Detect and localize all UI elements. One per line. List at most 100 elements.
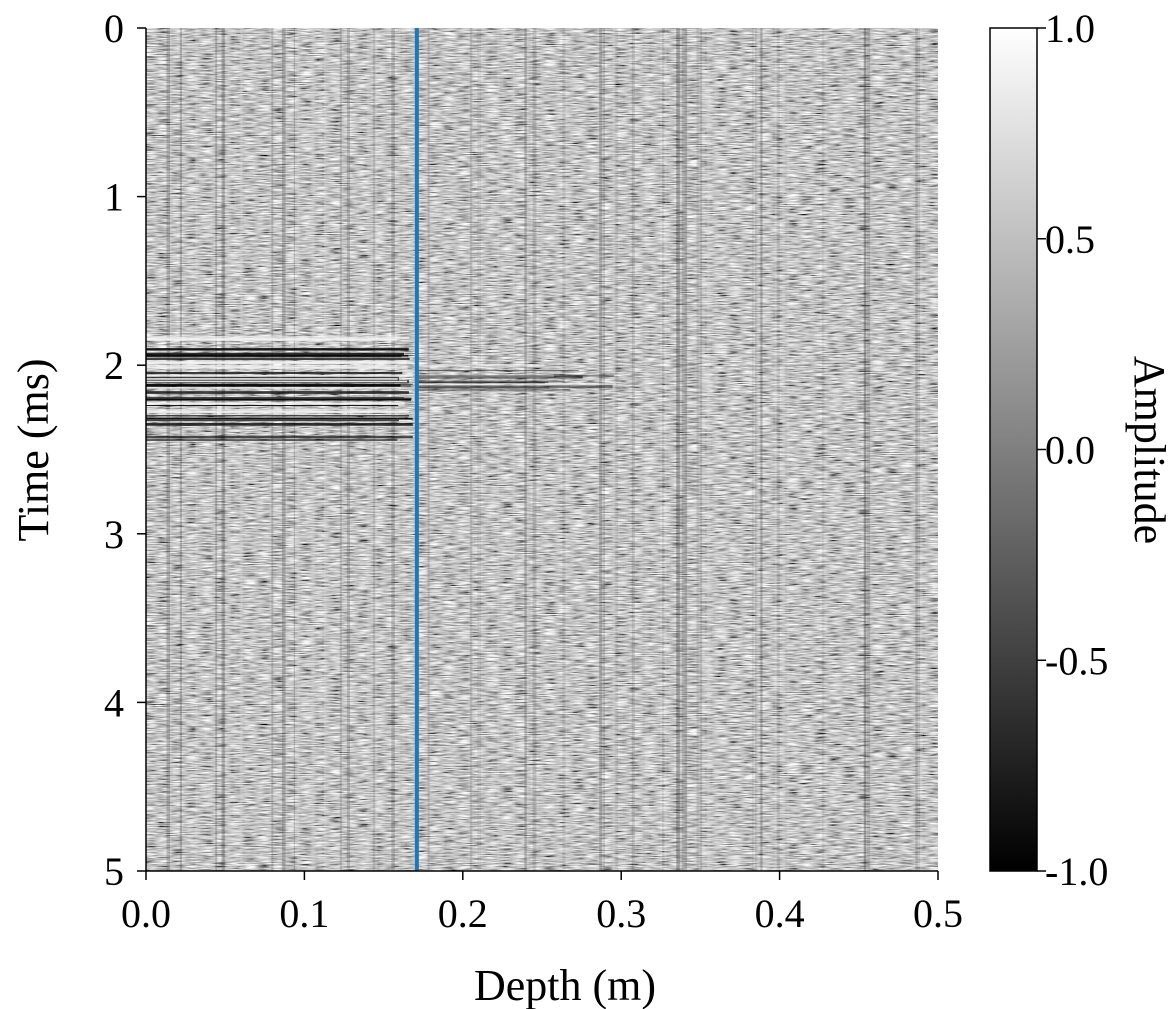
trace-column	[512, 28, 515, 871]
trace-column	[863, 28, 867, 871]
heatmap-plot-area	[146, 28, 938, 871]
trace-column	[632, 28, 636, 871]
x-axis-ticks: 0.0 0.1 0.2 0.3 0.4 0.5	[121, 871, 963, 936]
trace-column	[540, 28, 544, 871]
trace-column	[644, 28, 649, 871]
y-tick-label: 4	[104, 680, 124, 725]
y-tick-label: 1	[104, 175, 124, 220]
trace-column	[676, 28, 681, 871]
trace-column	[664, 28, 667, 871]
trace-column	[821, 28, 825, 871]
y-tick-label: 3	[104, 512, 124, 557]
trace-column	[684, 28, 688, 871]
trace-column	[570, 28, 574, 871]
trace-column	[751, 28, 754, 871]
trace-column	[319, 28, 322, 871]
colorbar: 1.0 0.5 0.0 -0.5 -1.0	[989, 6, 1108, 894]
x-tick-label: 0.4	[755, 891, 805, 936]
trace-column	[619, 28, 623, 871]
trace-column	[613, 28, 616, 871]
trace-column	[599, 28, 603, 871]
x-tick-label: 0.5	[913, 891, 963, 936]
x-tick-label: 0.3	[596, 891, 646, 936]
trace-column	[281, 28, 286, 871]
trace-column	[706, 28, 710, 871]
trace-column	[676, 28, 680, 871]
trace-column	[776, 28, 781, 871]
trace-column	[532, 28, 537, 871]
trace-column	[564, 28, 568, 871]
y-tick-label: 0	[104, 6, 124, 51]
trace-column	[659, 28, 663, 871]
trace-column	[524, 28, 527, 871]
colorbar-tick-label: 0.5	[1045, 217, 1095, 262]
trace-column	[774, 28, 777, 871]
trace-column	[401, 28, 406, 871]
trace-column	[686, 28, 688, 871]
trace-column	[367, 28, 370, 871]
trace-column	[311, 28, 315, 871]
trace-column	[774, 28, 777, 871]
trace-column	[755, 28, 757, 871]
colorbar-tick-label: -1.0	[1045, 849, 1108, 894]
trace-column	[240, 28, 243, 871]
colorbar-tick-label: -0.5	[1045, 638, 1108, 683]
trace-column	[562, 28, 566, 871]
trace-column	[478, 28, 481, 871]
trace-column	[373, 28, 376, 871]
trace-column	[662, 28, 664, 871]
trace-column	[614, 28, 619, 871]
trace-column	[222, 28, 225, 871]
y-axis-ticks: 0 1 2 3 4 5	[104, 6, 146, 894]
colorbar-tick-label: 0.0	[1045, 428, 1095, 473]
trace-column	[916, 28, 919, 871]
trace-column	[221, 28, 226, 871]
trace-column	[179, 28, 182, 871]
trace-column	[556, 28, 560, 871]
trace-column	[234, 28, 237, 871]
trace-column	[782, 28, 785, 871]
trace-column	[755, 28, 759, 871]
trace-column	[919, 28, 923, 871]
trace-column	[427, 28, 430, 871]
y-tick-label: 5	[104, 849, 124, 894]
trace-column	[166, 28, 171, 871]
trace-column	[501, 28, 504, 871]
x-tick-label: 0.1	[279, 891, 329, 936]
x-tick-label: 0.0	[121, 891, 171, 936]
axes	[145, 28, 938, 872]
colorbar-ticks: 1.0 0.5 0.0 -0.5 -1.0	[1037, 6, 1108, 894]
trace-column	[924, 28, 928, 871]
trace-column	[215, 28, 217, 871]
trace-column	[915, 28, 919, 871]
trace-column	[391, 28, 395, 871]
trace-column	[324, 28, 327, 871]
x-axis-label: Depth (m)	[474, 961, 656, 1009]
trace-column	[419, 28, 421, 871]
trace-column	[195, 28, 198, 871]
trace-column	[477, 28, 482, 871]
trace-column	[491, 28, 495, 871]
trace-column	[296, 28, 300, 871]
trace-column	[293, 28, 295, 871]
trace-column	[760, 28, 763, 871]
trace-column	[707, 28, 711, 871]
trace-column	[323, 28, 328, 871]
trace-column	[374, 28, 378, 871]
x-tick-label: 0.2	[438, 891, 488, 936]
heatmap-noise-texture	[146, 28, 938, 871]
trace-column	[714, 28, 719, 871]
trace-column	[346, 28, 350, 871]
trace-column	[369, 28, 374, 871]
trace-column	[469, 28, 473, 871]
colorbar-label: Amplitude	[1125, 356, 1174, 544]
trace-column	[700, 28, 702, 871]
colorbar-gradient	[989, 27, 1038, 872]
trace-column	[696, 28, 700, 871]
trace-column	[271, 28, 274, 871]
y-tick-label: 2	[104, 343, 124, 388]
trace-column	[681, 28, 685, 871]
y-axis-label: Time (ms)	[9, 359, 58, 542]
trace-column	[918, 28, 920, 871]
